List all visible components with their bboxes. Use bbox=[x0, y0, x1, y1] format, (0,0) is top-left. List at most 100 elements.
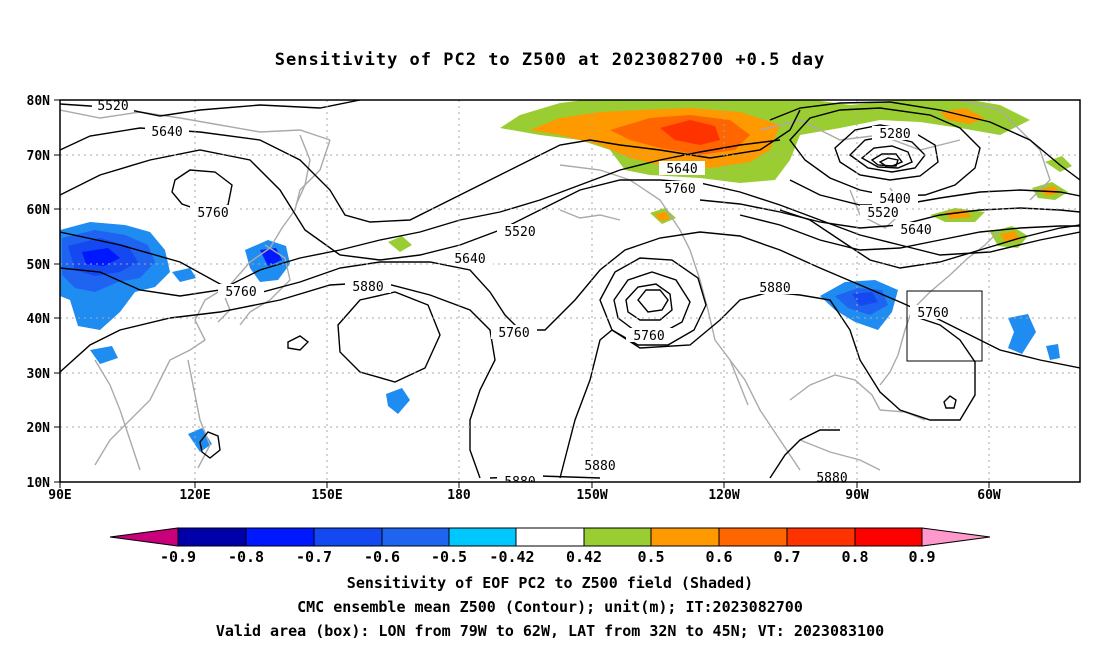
contour-5280-outer bbox=[789, 107, 981, 197]
positive-shade-pacific bbox=[388, 236, 412, 252]
coast-greenland bbox=[959, 100, 1051, 201]
contour-small-atl bbox=[943, 395, 957, 409]
contour-small-a bbox=[287, 335, 310, 351]
lon-label: 150W bbox=[576, 488, 607, 503]
lat-label: 60N bbox=[27, 203, 51, 218]
contour-5880-gulf bbox=[769, 429, 840, 479]
map-frame bbox=[59, 99, 1081, 483]
contour-label: 5640 bbox=[666, 162, 697, 177]
latitude-labels: 80N 70N 60N 50N 40N 30N 20N 10N bbox=[27, 94, 51, 491]
negative-shade-ph bbox=[188, 428, 212, 452]
coast-florida bbox=[879, 354, 899, 386]
colorbar-label: -0.7 bbox=[296, 548, 332, 566]
negative-sensitivity-shading bbox=[60, 222, 1060, 452]
lon-label: 90W bbox=[845, 488, 869, 503]
coast-japan bbox=[239, 244, 291, 326]
colorbar-label: -0.5 bbox=[431, 548, 467, 566]
contour-label: 5400 bbox=[879, 192, 910, 207]
lat-label: 20N bbox=[27, 421, 51, 436]
contour-label: 5760 bbox=[498, 326, 529, 341]
colorbar-swatch bbox=[718, 527, 788, 547]
valid-area-box bbox=[906, 290, 983, 362]
contour-label: 5760 bbox=[197, 206, 228, 221]
contour-us-east-wave bbox=[779, 209, 1080, 269]
contour-label: 5520 bbox=[504, 225, 535, 240]
contour-low-inner bbox=[625, 283, 673, 321]
contour-label: 5640 bbox=[151, 125, 182, 140]
contour-label: 5880 bbox=[504, 475, 535, 490]
colorbar-swatch bbox=[313, 527, 383, 547]
z500-contours bbox=[60, 100, 1080, 479]
colorbar-label: 0.6 bbox=[705, 548, 732, 566]
coast-asia-east bbox=[94, 139, 331, 466]
colorbar bbox=[109, 527, 991, 547]
colorbar-swatch bbox=[177, 527, 247, 547]
contour-5640-east bbox=[739, 214, 1080, 251]
positive-shade-arctic-red bbox=[660, 120, 720, 145]
caption-line-2: CMC ensemble mean Z500 (Contour); unit(m… bbox=[297, 598, 803, 616]
coast-taiwan-ph bbox=[187, 359, 211, 469]
negative-shade-china-small bbox=[172, 268, 196, 282]
coast-na-east bbox=[897, 229, 1001, 356]
colorbar-label: -0.9 bbox=[160, 548, 196, 566]
colorbar-swatch bbox=[381, 527, 450, 547]
contour-label: 5880 bbox=[584, 459, 615, 474]
coast-aleutians bbox=[559, 209, 621, 221]
contour-label: 5760 bbox=[664, 182, 695, 197]
colorbar-label: -0.6 bbox=[364, 548, 400, 566]
contour-5160 bbox=[870, 153, 904, 167]
colorbar-label: 0.5 bbox=[637, 548, 664, 566]
contour-label: 5520 bbox=[867, 206, 898, 221]
coast-alaska bbox=[559, 164, 691, 251]
positive-shade-bc-orange bbox=[655, 212, 670, 221]
coast-mexico-gulf bbox=[789, 374, 881, 411]
coast-arctic-islands bbox=[759, 119, 961, 151]
lon-label: 120W bbox=[708, 488, 739, 503]
axis-ticks bbox=[54, 99, 990, 488]
colorbar-swatch bbox=[515, 527, 585, 547]
contour-label: 5880 bbox=[352, 280, 383, 295]
contour-label: 5640 bbox=[900, 223, 931, 238]
colorbar-label: 0.42 bbox=[566, 548, 602, 566]
contour-low-mid bbox=[613, 271, 691, 335]
lon-label: 180 bbox=[447, 488, 471, 503]
lat-label: 10N bbox=[27, 476, 51, 491]
coast-indochina bbox=[94, 359, 141, 471]
contour-label: 5760 bbox=[633, 329, 664, 344]
contour-ph-cell bbox=[199, 431, 221, 459]
lat-label: 30N bbox=[27, 367, 51, 382]
colorbar-label: -0.8 bbox=[228, 548, 264, 566]
chart-title: Sensitivity of PC2 to Z500 at 2023082700… bbox=[274, 50, 826, 70]
caption-line-1: Sensitivity of EOF PC2 to Z500 field (Sh… bbox=[346, 574, 754, 592]
lon-label: 60W bbox=[977, 488, 1001, 503]
lat-label: 50N bbox=[27, 258, 51, 273]
contour-5880-pac-cell bbox=[337, 291, 441, 383]
negative-shade-sea-a bbox=[90, 346, 118, 364]
contour-low-core bbox=[637, 289, 669, 313]
contour-5220 bbox=[860, 145, 913, 169]
colorbar-swatch bbox=[245, 527, 315, 547]
colorbar-swatch bbox=[448, 527, 517, 547]
longitude-labels: 90E 120E 150E 180 150W 120W 90W 60W bbox=[48, 488, 1001, 503]
negative-shade-mongolia-core bbox=[82, 248, 120, 266]
contour-label: 5280 bbox=[879, 127, 910, 142]
negative-shade-atl-a bbox=[1008, 314, 1036, 354]
coastlines bbox=[60, 100, 1051, 471]
lon-label: 150E bbox=[311, 488, 342, 503]
colorbar-swatch bbox=[854, 527, 923, 547]
contour-label: 5640 bbox=[454, 252, 485, 267]
lon-label: 90E bbox=[48, 488, 71, 503]
colorbar-label: 0.8 bbox=[841, 548, 868, 566]
caption-line-3: Valid area (box): LON from 79W to 62W, L… bbox=[215, 622, 885, 640]
contour-5880-asia bbox=[60, 281, 496, 479]
colorbar-labels: -0.9 -0.8 -0.7 -0.6 -0.5 -0.42 0.42 0.5 … bbox=[160, 548, 936, 566]
contour-5100 bbox=[878, 157, 899, 167]
contour-label: 5760 bbox=[917, 306, 948, 321]
lon-label: 120E bbox=[179, 488, 210, 503]
contour-5400-east bbox=[769, 101, 1080, 181]
coast-kamchatka bbox=[295, 134, 311, 206]
negative-shade-us-east-dark bbox=[852, 292, 878, 306]
contour-label: 5760 bbox=[225, 285, 256, 300]
negative-shade-pac-small bbox=[386, 388, 410, 414]
